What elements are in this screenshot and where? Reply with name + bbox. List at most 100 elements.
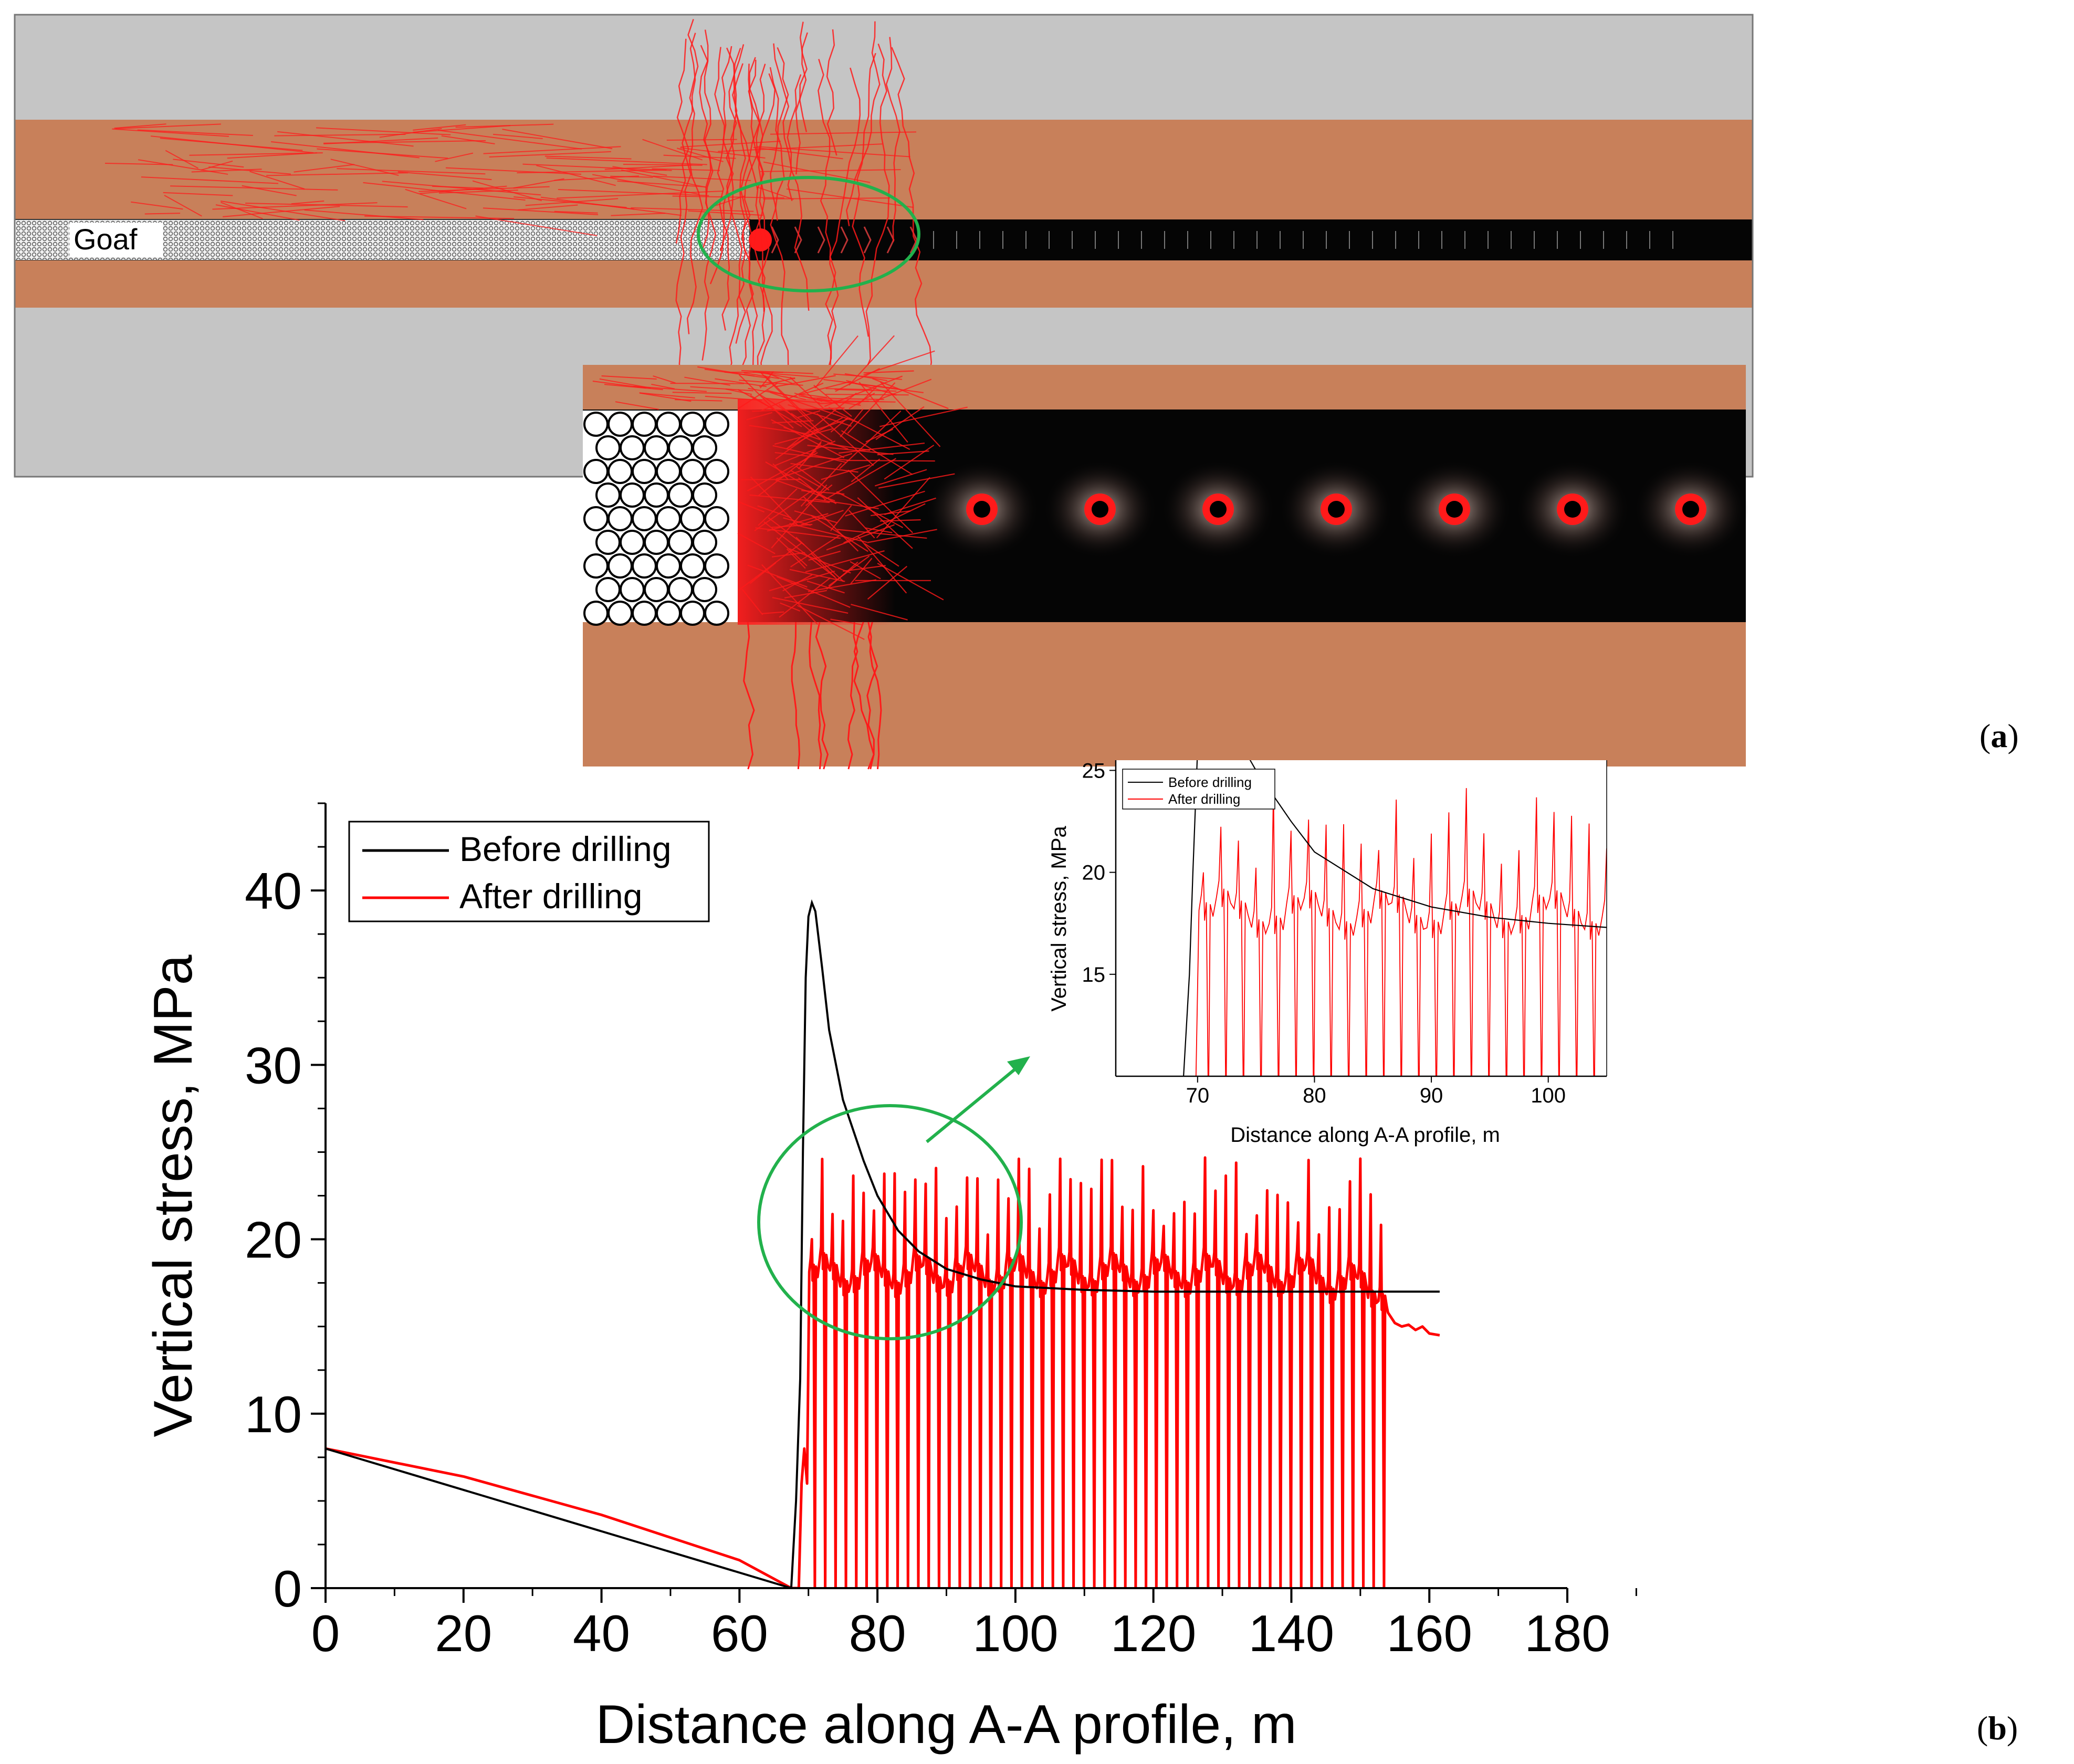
face-highlight-ellipse (697, 176, 920, 292)
face-fracture (840, 408, 864, 437)
caving-block (680, 412, 705, 437)
vertical-fracture (675, 38, 689, 244)
caving-block (704, 412, 729, 437)
shear-fracture (557, 191, 724, 199)
face-fracture (759, 377, 795, 387)
vertical-fracture (787, 74, 810, 311)
caving-block (632, 459, 657, 484)
face-fracture (850, 558, 873, 584)
inset-legend-box (1122, 769, 1275, 810)
shear-fracture (141, 176, 279, 184)
face-fracture (845, 490, 925, 517)
face-fracture (783, 517, 811, 526)
face-fracture (828, 406, 910, 450)
caving-block (620, 435, 645, 460)
shear-fracture (242, 185, 297, 196)
roof-fracture (752, 371, 819, 378)
face-fracture (884, 497, 936, 515)
face-fracture (800, 463, 842, 507)
caving-block (632, 412, 657, 437)
face-fracture (807, 445, 894, 455)
face-fracture (808, 579, 877, 592)
face-fracture (879, 406, 968, 427)
shear-fracture (525, 198, 619, 206)
face-fracture (811, 514, 868, 552)
face-fracture (749, 494, 830, 503)
face-fracture (763, 521, 836, 578)
face-fracture (738, 501, 765, 513)
roof-fracture (833, 373, 903, 380)
shear-fracture (323, 140, 486, 144)
face-fracture (850, 561, 881, 580)
legend-label-before: Before drilling (459, 830, 672, 868)
shear-fracture (397, 171, 492, 181)
caving-block (668, 435, 693, 460)
shear-fracture (540, 196, 682, 216)
face-fracture (771, 484, 827, 549)
face-fracture (760, 371, 819, 431)
shear-fracture (189, 152, 323, 156)
shear-fracture (652, 168, 720, 171)
panel-label-b: (b) (1977, 1709, 2018, 1747)
shear-fracture (382, 181, 541, 196)
series-before-drilling (326, 899, 1440, 1588)
legend-box (348, 821, 710, 922)
panel-label-a: (a) (1979, 717, 2019, 754)
face-fracture (761, 611, 784, 614)
face-fracture (772, 463, 789, 480)
shear-fracture (558, 188, 709, 196)
roof-fracture (690, 386, 754, 392)
face-fracture (851, 604, 908, 621)
face-fracture (789, 569, 845, 582)
face-fracture (874, 379, 932, 402)
shear-fracture (455, 123, 554, 128)
face-fracture (843, 503, 926, 544)
roof-fracture (604, 384, 663, 391)
y-tick-label: 20 (245, 1211, 302, 1269)
roof-fracture (651, 383, 675, 390)
face-fracture (782, 574, 813, 592)
caving-block (680, 506, 705, 531)
shear-fracture (115, 123, 221, 130)
vertical-fracture (720, 46, 734, 251)
face-fracture (741, 589, 763, 615)
face-fracture (805, 550, 885, 573)
vertical-fracture (852, 52, 876, 337)
zoom-region-ellipse (757, 1104, 1023, 1340)
face-fracture (772, 597, 849, 614)
inset-legend-label-after: After drilling (1168, 791, 1240, 807)
face-fracture (776, 576, 851, 608)
face-fracture (749, 425, 812, 435)
face-fracture (879, 519, 921, 522)
face-fracture (770, 419, 845, 458)
roof-fracture (767, 390, 806, 401)
face-fracture (823, 379, 898, 390)
face-fracture (839, 442, 925, 454)
floor-fracture (809, 622, 822, 770)
shear-fracture (621, 169, 707, 188)
shear-fracture (163, 192, 233, 196)
face-fracture (775, 479, 835, 502)
inset-axis-ticks: 70 80 90 100 15 20 25 (1082, 759, 1566, 1107)
face-fracture (830, 505, 852, 531)
caving-block (607, 506, 633, 531)
face-fracture (865, 428, 894, 443)
shear-fracture (165, 150, 199, 169)
x-tick-label: 60 (711, 1604, 768, 1662)
shear-fracture (611, 213, 666, 216)
chart-series (326, 899, 1440, 1588)
face-fracture (754, 489, 813, 531)
roof-fracture (763, 397, 820, 403)
caving-block (668, 530, 693, 555)
caving-block (583, 459, 609, 484)
borehole (973, 501, 990, 518)
caving-block (583, 506, 609, 531)
face-fracture (776, 537, 808, 566)
face-fracture (738, 383, 778, 410)
borehole-marker (771, 226, 779, 254)
shear-fracture (610, 175, 653, 178)
x-axis-label: Distance along A-A profile, m (595, 1694, 1296, 1755)
vertical-fracture (748, 64, 764, 190)
borehole (1328, 501, 1345, 518)
caving-block (680, 459, 705, 484)
